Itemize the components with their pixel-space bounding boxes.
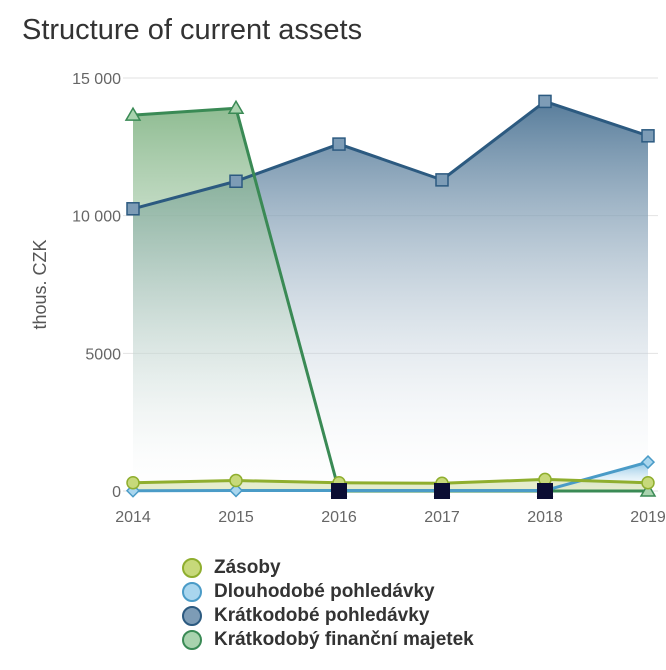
y-tick-label: 0 [112,484,121,501]
data-point [124,106,142,121]
data-point [331,483,347,499]
y-tick-label: 15 000 [72,71,121,88]
legend-swatch [182,582,202,602]
data-point [126,202,140,216]
series-lines [132,99,649,493]
data-point [229,174,243,188]
data-point [332,137,346,151]
data-point [641,475,655,490]
series-markers [124,94,657,499]
data-point [229,473,243,488]
data-point [537,483,553,499]
data-point [640,455,656,470]
data-point [126,475,140,490]
data-point [228,483,244,498]
legend: Zásoby Dlouhodobé pohledávky Krátkodobé po… [182,556,474,652]
chart-title: Structure of current assets [22,14,363,46]
x-tick-label: 2017 [424,509,460,526]
data-point [538,94,552,109]
legend-label: Dlouhodobé pohledávky [214,581,435,602]
data-point [639,482,657,497]
y-axis-title: thous. CZK [30,239,50,329]
x-tick-label: 2016 [321,509,357,526]
legend-label: Zásoby [214,557,281,578]
x-tick-label: 2015 [218,509,254,526]
axis-labels: 0 5000 10 000 15 000 2014 2015 2016 2017 2018 201… [30,71,666,526]
legend-label: Krátkodobé pohledávky [214,605,430,626]
series-line [132,460,649,493]
y-tick-label: 5000 [85,346,121,363]
chart-plot: 0 5000 10 000 15 000 2014 2015 2016 2017 2018 201… [30,71,666,526]
series-areas [133,101,648,492]
series-line [132,477,649,485]
data-point [434,483,450,499]
x-tick-label: 2019 [630,509,666,526]
legend-item[interactable]: Krátkodobé pohledávky [182,604,474,628]
legend-swatch [182,606,202,626]
x-tick-label: 2018 [527,509,563,526]
legend-swatch [182,630,202,650]
legend-item[interactable]: Zásoby [182,556,474,580]
data-point [435,173,449,187]
legend-item[interactable]: Krátkodobý finanční majetek [182,628,474,652]
legend-swatch [182,558,202,578]
series-line [132,99,649,211]
legend-label: Krátkodobý finanční majetek [214,629,474,650]
x-tick-label: 2014 [115,509,151,526]
legend-item[interactable]: Dlouhodobé pohledávky [182,580,474,604]
y-tick-label: 10 000 [72,209,121,226]
data-point [641,129,655,143]
series-area [133,462,648,491]
data-point [227,99,245,115]
